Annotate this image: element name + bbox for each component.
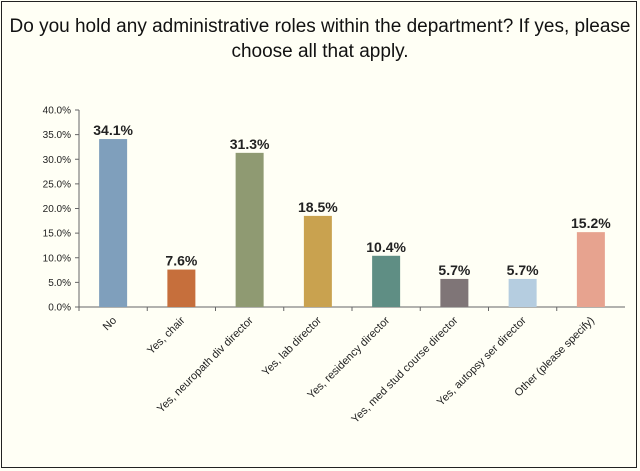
bar xyxy=(576,232,605,307)
data-label: 7.6% xyxy=(165,253,197,269)
y-tick-label: 25.0% xyxy=(43,179,71,190)
bar xyxy=(440,278,469,307)
category-label: No xyxy=(101,315,119,333)
data-label: 5.7% xyxy=(438,262,470,278)
chart-title: Do you hold any administrative roles wit… xyxy=(9,16,631,62)
category-label: Yes, chair xyxy=(145,314,188,357)
y-tick-label: 0.0% xyxy=(48,303,71,314)
data-label: 18.5% xyxy=(298,199,338,215)
y-tick-label: 10.0% xyxy=(43,253,71,264)
category-label: Other (please specify) xyxy=(512,315,597,400)
data-label: 10.4% xyxy=(366,239,406,255)
y-tick-label: 15.0% xyxy=(43,229,71,240)
bar xyxy=(235,152,264,307)
y-tick-label: 20.0% xyxy=(43,204,71,215)
bar xyxy=(508,278,537,307)
bar xyxy=(303,215,332,307)
data-label: 5.7% xyxy=(507,262,539,278)
y-tick-label: 40.0% xyxy=(43,106,71,117)
bar xyxy=(99,139,128,307)
category-label: Yes, lab director xyxy=(260,314,324,378)
bar xyxy=(372,255,401,307)
y-tick-label: 35.0% xyxy=(43,130,71,141)
data-label: 15.2% xyxy=(571,215,611,231)
bar xyxy=(167,269,196,307)
data-label: 34.1% xyxy=(93,122,133,138)
y-tick-label: 30.0% xyxy=(43,155,71,166)
data-label: 31.3% xyxy=(230,136,270,152)
y-tick-label: 5.0% xyxy=(48,278,71,289)
